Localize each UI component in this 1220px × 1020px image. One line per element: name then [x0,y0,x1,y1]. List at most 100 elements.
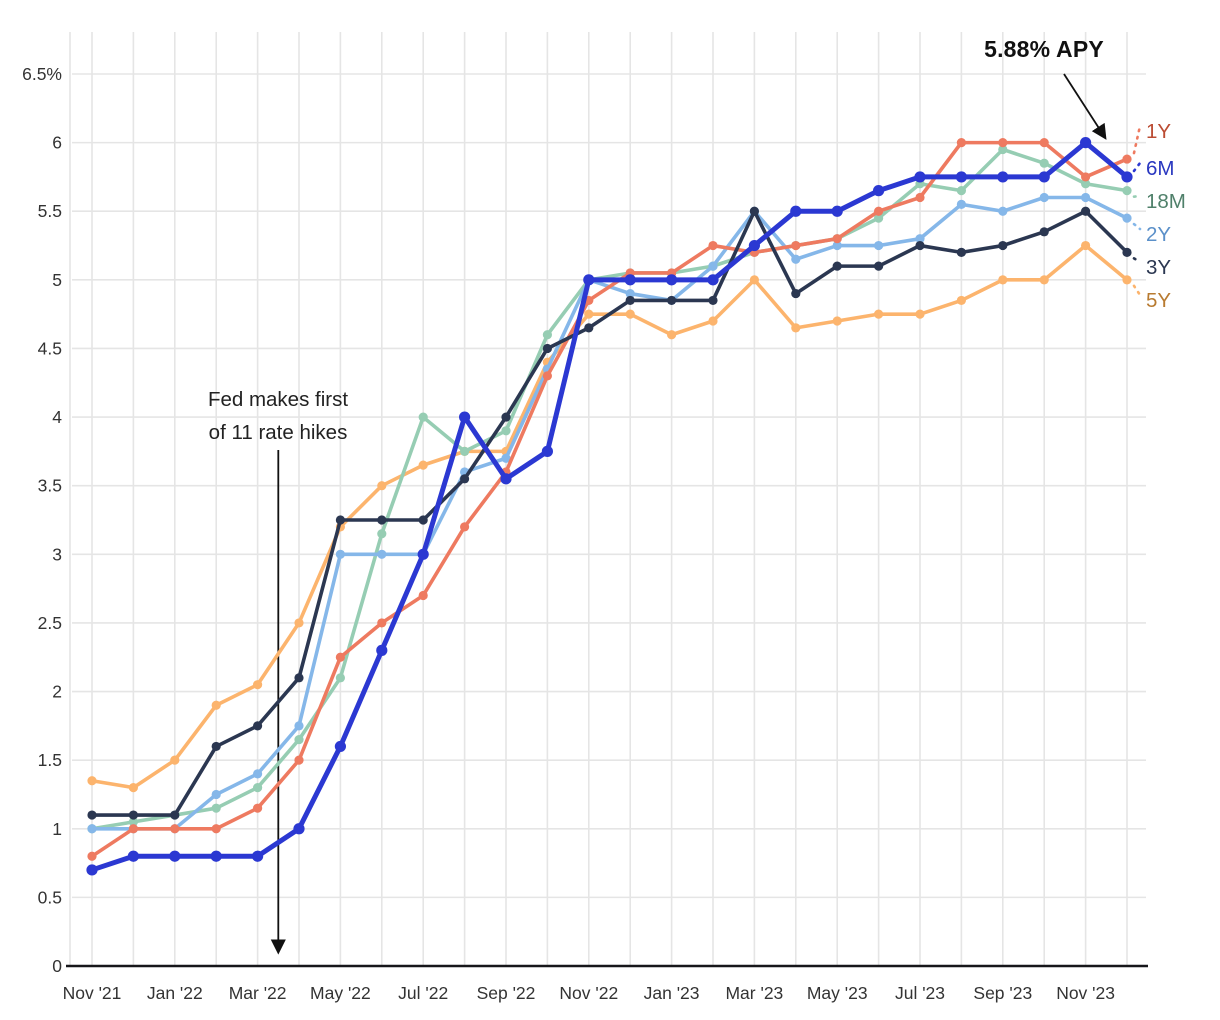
point-6m-0 [86,864,98,876]
point-18m-10 [501,426,511,436]
point-3y-24 [1081,206,1091,216]
y-tick-label: 1.5 [38,750,62,770]
point-18m-5 [294,734,304,745]
point-5y-19 [874,309,884,319]
series-line-3y [90,209,1129,817]
point-3y-7 [377,515,387,525]
point-1y-15 [708,240,718,251]
legend-label-5y: 5Y [1146,289,1171,312]
point-3y-4 [253,721,263,731]
y-tick-label: 4 [52,407,62,427]
point-18m-21 [956,186,967,196]
point-2y-20 [915,234,925,244]
fed-rate-hike-annotation: Fed makes first of 11 rate hikes [158,383,398,449]
point-5y-21 [956,295,967,306]
point-1y-18 [832,234,842,244]
point-6m-23 [1038,171,1050,183]
point-6m-18 [831,205,843,217]
point-18m-7 [377,529,387,539]
y-tick-label: 2 [52,682,62,702]
legend-connector-1y [1132,124,1142,155]
point-2y-21 [956,199,967,209]
x-tick-label: Nov '23 [1056,983,1115,1003]
series-line-18m [90,147,1129,831]
point-1y-6 [335,652,345,662]
y-tick-label: 4.5 [38,338,62,358]
legend-connector-3y [1132,257,1142,264]
apy-callout-arrow [1063,73,1107,140]
series-line-2y [90,195,1129,831]
point-6m-16 [748,239,761,252]
series-line-1y [90,140,1129,859]
point-5y-25 [1122,275,1132,285]
y-tick-label: 0.5 [38,887,62,907]
point-6m-12 [583,274,595,286]
point-18m-24 [1081,179,1091,189]
y-tick-label: 6.5% [22,64,62,84]
point-6m-17 [790,205,802,217]
point-1y-0 [87,851,97,861]
point-2y-13 [625,288,635,299]
point-1y-4 [253,803,263,813]
point-5y-18 [832,316,842,326]
point-2y-7 [377,549,387,559]
point-18m-4 [253,783,263,793]
legend-connector-5y [1132,284,1142,297]
point-18m-3 [211,803,221,813]
point-3y-11 [542,343,553,354]
point-5y-1 [128,783,138,793]
point-1y-8 [418,590,428,601]
point-2y-23 [1039,192,1049,203]
point-3y-9 [460,474,470,484]
x-tick-label: Jan '22 [147,983,203,1003]
point-6m-3 [210,850,222,862]
series-line-6m [89,140,1130,873]
point-18m-23 [1039,158,1049,168]
series-line-5y [90,243,1129,790]
point-5y-17 [791,323,801,333]
point-1y-17 [791,240,801,251]
point-2y-18 [832,240,842,251]
point-6m-8 [417,548,429,560]
gridlines [69,32,1146,966]
y-tick-label: 3 [52,544,62,564]
point-5y-4 [253,680,263,690]
point-6m-7 [376,644,388,656]
series-6m: 6M [86,137,1174,876]
point-3y-3 [211,741,221,752]
point-3y-0 [87,810,97,820]
point-1y-25 [1122,154,1132,164]
point-3y-10 [501,412,511,422]
point-3y-25 [1122,247,1132,257]
point-2y-22 [998,206,1008,216]
point-3y-2 [170,810,180,820]
point-1y-5 [294,755,304,765]
point-1y-2 [170,824,180,834]
point-3y-16 [749,206,760,216]
point-3y-8 [418,515,428,525]
point-5y-0 [87,776,97,786]
legend-connector-18m [1132,194,1142,198]
x-tick-label: Jul '23 [895,983,945,1003]
point-18m-25 [1122,186,1132,196]
point-6m-11 [541,445,554,457]
x-tick-label: Jan '23 [644,983,700,1003]
y-tick-label: 1 [52,819,62,839]
point-6m-25 [1121,171,1133,183]
point-3y-13 [625,295,635,306]
point-5y-7 [377,481,387,491]
point-3y-6 [335,515,345,525]
point-3y-23 [1039,227,1049,237]
x-tick-label: Sep '22 [477,983,536,1003]
point-5y-3 [211,700,221,710]
point-6m-15 [707,274,719,286]
point-6m-9 [459,411,471,423]
point-3y-19 [874,261,884,271]
y-axis-tick-labels: 0 0.5 1 1.5 2 2.5 3 3.5 4 4.5 5 5.5 6 6.5% [22,64,62,976]
point-6m-21 [955,171,968,183]
fed-annotation-line1: Fed makes first [207,388,349,411]
legend-connector-2y [1132,222,1142,231]
point-18m-22 [998,144,1008,155]
x-tick-label: Mar '22 [229,983,287,1003]
